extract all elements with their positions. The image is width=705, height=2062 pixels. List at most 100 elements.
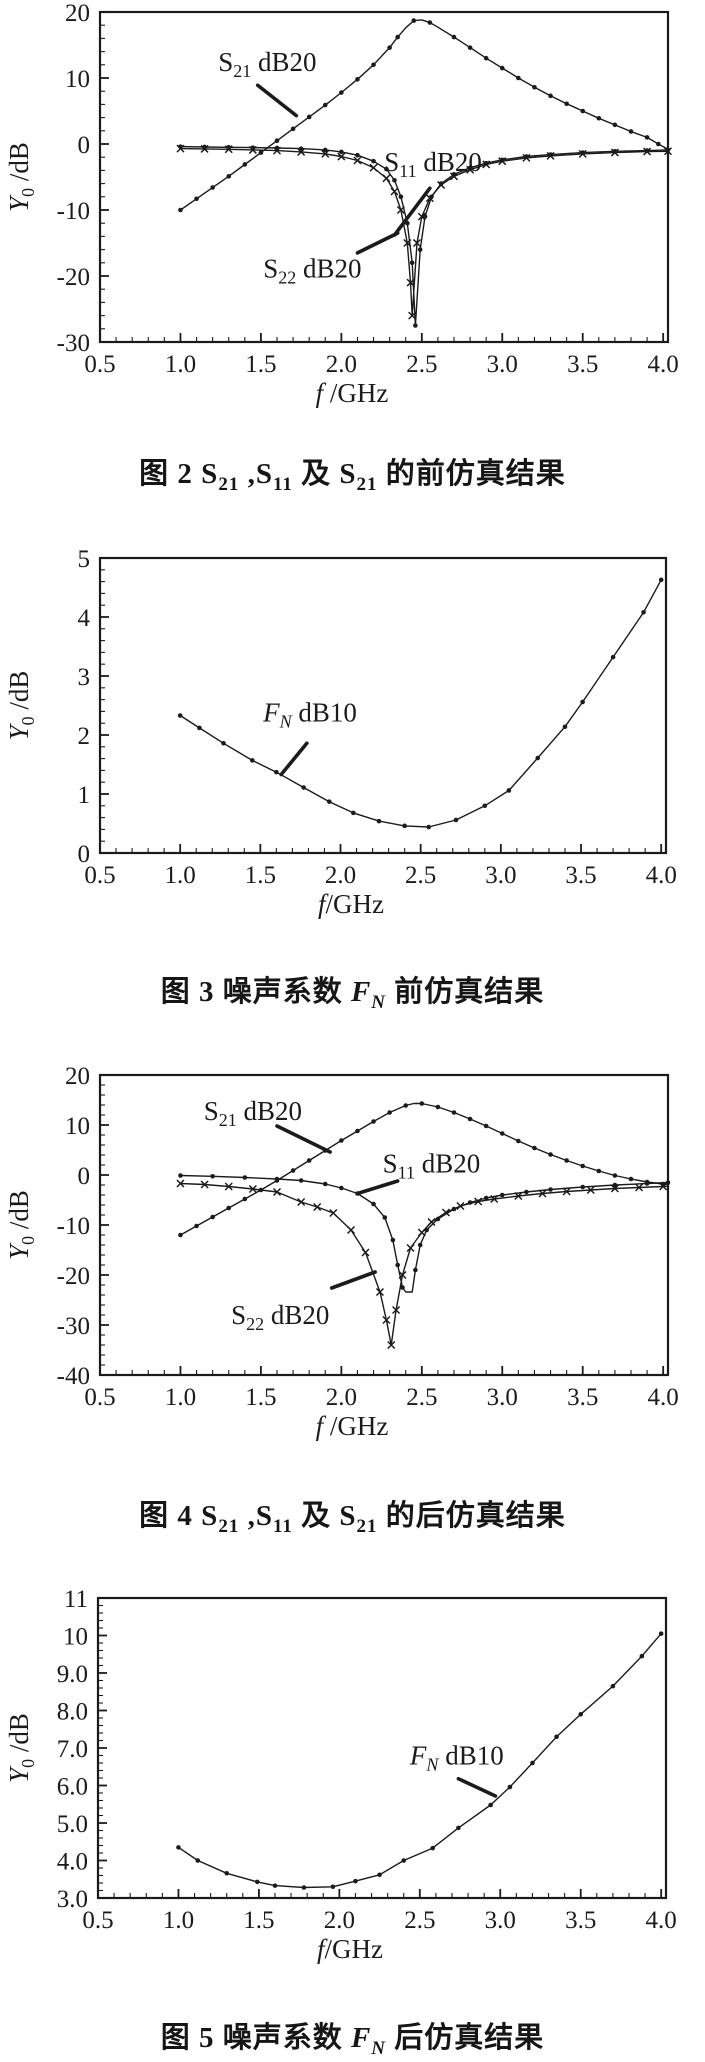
x-axis-label: f /GHz: [316, 1411, 389, 1441]
x-tick-label: 1.0: [165, 862, 196, 889]
x-tick-label: 3.5: [567, 351, 598, 378]
series-s22-db20-x-marker: [456, 1201, 465, 1211]
series-s21-db20-dot-marker: [242, 162, 248, 167]
x-tick-label: 2.5: [405, 862, 436, 889]
series-s21-db20-dot-marker: [612, 122, 618, 128]
y-tick-label: 7.0: [57, 1736, 88, 1763]
x-tick-label: 4.0: [646, 862, 677, 889]
figure-4-caption: 图 4 S21 ,S11 及 S21 的后仿真结果: [139, 1500, 566, 1537]
series-s11-db20-dot-marker: [398, 194, 404, 200]
series-fn-db10-dot-marker: [177, 713, 183, 718]
series-s22-db20-x-marker: [562, 1187, 571, 1196]
annotation-s22-db20-leader-line: [329, 1270, 377, 1290]
series-s21-db20-dot-marker: [467, 1116, 473, 1122]
series-s22-db20-x-marker: [200, 144, 209, 153]
series-fn-db10-dot-marker: [562, 724, 568, 730]
series-s22-db20-x-marker: [490, 1194, 499, 1204]
plot-frame: [98, 10, 670, 344]
series-fn-db10-dot-marker: [610, 654, 616, 660]
x-tick-label: 0.5: [84, 351, 115, 378]
series-s22-db20-x-marker: [200, 1180, 209, 1189]
series-s21-db20-dot-marker: [258, 150, 264, 155]
y-tick-label: 3: [78, 664, 91, 691]
series-s22-db20-x-marker: [441, 1208, 450, 1217]
x-tick-label: 3.5: [565, 1907, 596, 1934]
series-fn-db10-dot-marker: [530, 1760, 535, 1766]
series-s21-db20-dot-marker: [411, 18, 417, 23]
figure-5-noise-figure-post-simulation-chart: 0.5 1.0 1.5 2.0 2.5 3.0 3.5 4.0 11 10 9.0 8.0 7.0 6.0…: [4, 1586, 677, 1964]
series-fn-db10-dot-marker: [641, 609, 646, 615]
series-fn-db10-dot-marker: [482, 803, 488, 809]
series-s11-db20-dot-marker: [409, 260, 415, 266]
y-tick-label: 11: [64, 1586, 88, 1613]
series-s22-db20-x-marker: [329, 1208, 338, 1218]
series-fn-db10-dot-marker: [402, 823, 407, 829]
series-s11-db20-dot-marker: [392, 178, 397, 183]
series-s11-db20-dot-marker: [548, 1187, 553, 1192]
y-tick-label: 20: [65, 1065, 90, 1090]
series-fn-db10-dot-marker: [351, 810, 356, 816]
figure-4-s-parameter-post-simulation-chart: 0.5 1.0 1.5 2.0 2.5 3.0 3.5 4.0 20 10 0 -10 -20 -30 -4…: [4, 1065, 679, 1441]
series-s22-db20-x-marker: [272, 1187, 282, 1197]
series-s21-db20-dot-marker: [322, 102, 328, 108]
y-tick-label: -30: [57, 330, 90, 357]
x-axis-label: f/GHz: [318, 889, 384, 919]
series-s21-db20-dot-marker: [355, 1128, 360, 1134]
y-tick-label: -40: [57, 1363, 90, 1390]
figure-3-noise-figure-pre-simulation-chart: 0.5 1.0 1.5 2.0 2.5 3.0 3.5 4.0 5 4 3 2 1 0 f/GHz Y0 /d…: [4, 546, 677, 919]
series-s22-db20-x-marker: [643, 147, 652, 156]
annotation-s21-db20-label: S21 dB20: [218, 47, 316, 81]
series-fn-db10-dot-marker: [610, 1683, 616, 1689]
annotation-s11-db20-leader-line: [392, 186, 432, 237]
x-tick-label: 1.5: [245, 1384, 276, 1411]
series-s22-db20-x-marker: [248, 145, 257, 154]
series-s11-db20-dot-marker: [242, 1175, 248, 1180]
series-s21-db20-dot-marker: [387, 1110, 392, 1115]
x-tick-label: 2.0: [326, 351, 357, 378]
series-s22-db20-x-marker: [427, 1217, 436, 1227]
series-s11-db20-dot-marker: [339, 1185, 344, 1191]
series-s22-db20-x-marker: [538, 1189, 547, 1198]
series-s11-db20-dot-marker: [298, 1178, 304, 1183]
x-tick-label: 1.5: [245, 862, 276, 889]
series-fn-db10-dot-marker: [456, 1825, 461, 1831]
series-s22-db20-x-marker: [176, 1179, 185, 1188]
x-tick-label: 0.5: [84, 862, 115, 889]
series-fn-db10-dot-marker: [658, 1631, 664, 1636]
series-s22-db20-x-marker: [224, 1182, 233, 1191]
x-axis-label: f/GHz: [317, 1934, 383, 1964]
series-s21-db20-dot-marker: [339, 1138, 344, 1143]
series-s22-db20-x-marker: [417, 1228, 426, 1237]
series-s11-db20-dot-marker: [417, 1242, 423, 1248]
series-s11-db20-dot-marker: [580, 1184, 586, 1190]
plot-frame: [96, 1596, 668, 1900]
series-s22-db20-x-marker: [466, 165, 475, 174]
y-axis-label: Y0 /dB: [4, 1190, 38, 1260]
series-s22-db20-x-marker: [425, 194, 434, 203]
series-s21-db20-dot-marker: [451, 1110, 457, 1115]
series-s22-db20-x-marker: [398, 1270, 407, 1280]
series-s21-db20-dot-marker: [210, 185, 215, 190]
series-s21-db20-dot-marker: [564, 101, 569, 107]
series-fn-db10-dot-marker: [353, 1878, 358, 1884]
series-s21-db20-dot-marker: [516, 75, 521, 81]
x-tick-label: 1.0: [165, 1384, 196, 1411]
series-s11-db20-dot-marker: [274, 1176, 280, 1182]
series-fn-db10-dot-marker: [453, 817, 459, 823]
y-axis-label: Y0 /dB: [4, 671, 38, 741]
annotation-s21-db20-leader-line: [255, 83, 299, 118]
series-s22-db20-x-marker: [403, 238, 412, 248]
y-tick-label: -20: [57, 264, 90, 291]
x-tick-label: 2.0: [324, 1907, 355, 1934]
series-s22-db20-x-marker: [522, 153, 531, 162]
annotation-fn-db10-label: FN dB10: [262, 698, 357, 732]
series-fn-db10-dot-marker: [506, 788, 512, 793]
series-s22-db20-x-marker: [408, 311, 417, 320]
series-s21-db20-dot-marker: [339, 90, 344, 95]
y-tick-label: 0: [78, 132, 91, 159]
series-s22-db20-x-marker: [406, 278, 415, 287]
series-s22-db20-x-marker: [392, 1305, 401, 1315]
x-tick-label: 3.0: [485, 1907, 516, 1934]
series-s21-db20-dot-marker: [355, 77, 360, 82]
annotation-fn-db10-label: FN dB10: [409, 1741, 504, 1775]
